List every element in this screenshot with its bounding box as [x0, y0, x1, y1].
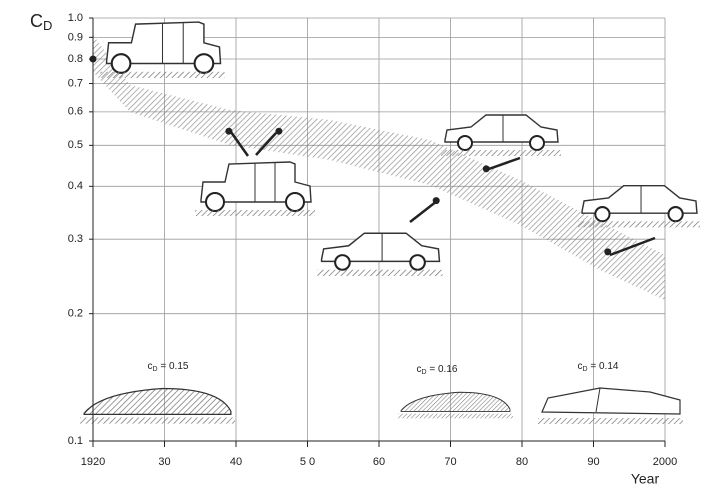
arrows — [229, 131, 656, 257]
x-tick-label: 40 — [230, 456, 242, 468]
annotation-text: = 0.15 — [158, 361, 189, 372]
body-1 — [80, 387, 235, 424]
annotation-subscript: D — [583, 366, 588, 373]
x-tick-label: 1920 — [81, 456, 105, 468]
x-tick-label: 2000 — [653, 456, 677, 468]
data-point — [225, 127, 233, 135]
x-tick-label: 90 — [587, 456, 599, 468]
data-point — [89, 55, 97, 63]
x-tick-label: 70 — [444, 456, 456, 468]
y-tick-label: 0.9 — [68, 31, 83, 43]
annotation-text: = 0.14 — [588, 361, 619, 372]
car-1940s — [195, 161, 315, 216]
y-tick-label: 0.8 — [68, 53, 83, 65]
data-point — [604, 248, 612, 256]
x-tick-label: 5 0 — [300, 456, 315, 468]
annotation: cD = 0.15 — [148, 361, 189, 373]
y-tick-label: 0.3 — [68, 233, 83, 245]
y-tick-label: 1.0 — [68, 12, 83, 24]
y-axis-label: CD — [30, 11, 52, 34]
x-tick-label: 30 — [158, 456, 170, 468]
data-point — [482, 165, 490, 173]
annotation: cD = 0.16 — [417, 364, 458, 376]
x-axis-label: Year — [631, 471, 660, 487]
y-label-symbol: C — [30, 11, 43, 31]
y-tick-label: 0.2 — [68, 308, 83, 320]
body-2 — [398, 391, 513, 419]
y-tick-label: 0.5 — [68, 139, 83, 151]
trend-band — [93, 35, 665, 300]
car-1970s — [440, 113, 562, 156]
y-label-subscript: D — [43, 18, 52, 33]
car-1920s — [100, 21, 225, 78]
x-tick-label: 60 — [373, 456, 385, 468]
annotation-symbol: c — [578, 361, 583, 372]
annotation-subscript: D — [422, 369, 427, 376]
annotation-symbol: c — [417, 364, 422, 375]
annotation: cD = 0.14 — [578, 361, 619, 373]
y-tick-label: 0.6 — [68, 106, 83, 118]
annotation-text: = 0.16 — [427, 364, 458, 375]
y-tick-label: 0.1 — [68, 435, 83, 447]
x-tick-label: 80 — [516, 456, 528, 468]
body-3 — [538, 387, 683, 424]
data-point — [432, 197, 440, 205]
annotation-subscript: D — [153, 366, 158, 373]
data-point — [275, 127, 283, 135]
car-1960s — [316, 232, 444, 276]
y-tick-label: 0.4 — [68, 180, 83, 192]
y-tick-label: 0.7 — [68, 77, 83, 89]
annotation-symbol: c — [148, 361, 153, 372]
